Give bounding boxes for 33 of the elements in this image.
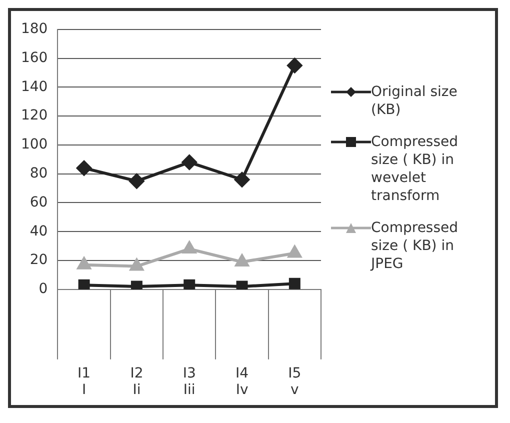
point (130, 258, 144, 271)
y-tick-label: 180 (20, 21, 48, 38)
point (288, 246, 302, 258)
y-tick-label: 0 (38, 281, 48, 298)
y-tick-label: 140 (20, 78, 48, 95)
y-tick-label: 60 (30, 194, 48, 210)
point (236, 280, 248, 290)
y-tick-label: 120 (20, 108, 48, 124)
point (182, 241, 196, 254)
point (184, 279, 196, 290)
point (288, 278, 300, 290)
point (129, 174, 144, 189)
x-tick-label: I1 I (78, 365, 91, 398)
point (235, 254, 249, 266)
legend-label: Original size (KB) (371, 83, 458, 119)
legend-label: Compressed size ( KB) in wevelet transform (371, 133, 460, 205)
x-tick-label: I5 v (288, 365, 302, 398)
point (182, 154, 197, 170)
point (78, 279, 90, 290)
x-tick-label: I4 Iv (235, 365, 249, 398)
y-tick-label: 40 (30, 223, 48, 240)
y-tick-label: 80 (30, 165, 48, 182)
point (77, 257, 91, 270)
point (76, 160, 92, 176)
y-tick-label: 20 (30, 252, 48, 268)
y-tick-label: 100 (20, 136, 48, 153)
legend-label: Compressed size ( KB) in JPEG (371, 219, 460, 273)
point (287, 58, 302, 74)
x-tick-label: I2 Ii (130, 365, 144, 398)
point (130, 280, 142, 290)
y-tick-label: 160 (20, 50, 48, 66)
point (234, 172, 250, 188)
x-tick-label: I3 Iii (182, 365, 196, 398)
